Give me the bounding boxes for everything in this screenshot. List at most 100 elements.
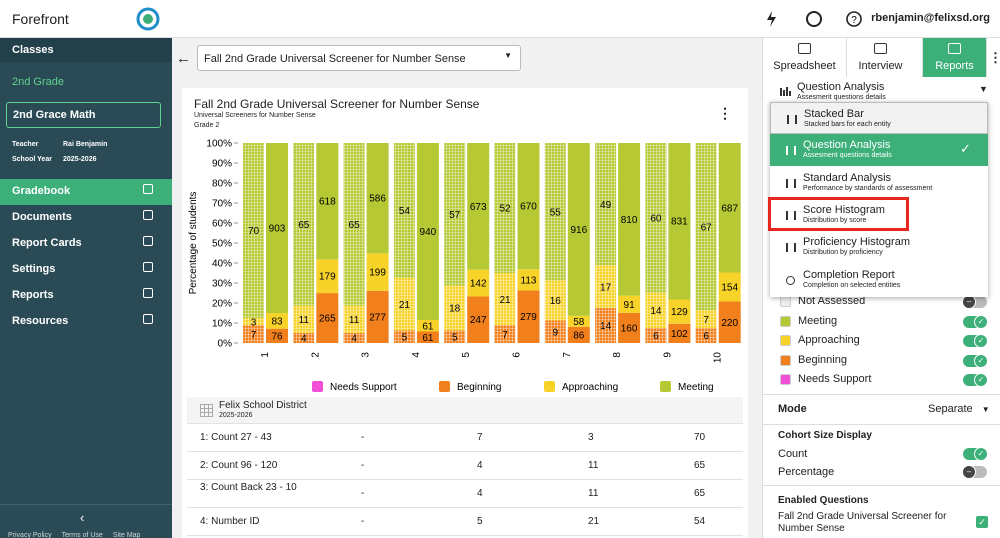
menu-item[interactable]: Settings bbox=[0, 257, 172, 283]
footer-link[interactable]: Privacy Policy bbox=[8, 532, 52, 538]
bar-segment bbox=[718, 272, 741, 302]
checkbox[interactable]: ✓ bbox=[976, 516, 988, 528]
bar-label: 154 bbox=[721, 283, 738, 294]
cell: 54 bbox=[694, 516, 706, 527]
level-swatch bbox=[780, 315, 791, 327]
toggle[interactable]: ✓ bbox=[963, 314, 988, 329]
toggle[interactable]: ✓ bbox=[963, 334, 988, 348]
bar-label: 4 bbox=[351, 334, 357, 345]
tab[interactable]: Interview bbox=[839, 38, 923, 77]
cell: - bbox=[361, 488, 365, 499]
bar-segment bbox=[266, 143, 288, 314]
bar-label: 65 bbox=[349, 220, 361, 231]
back-arrow[interactable]: ← bbox=[176, 50, 191, 67]
teacher: Rai Benjamin bbox=[63, 141, 108, 148]
bar-segment bbox=[266, 328, 288, 343]
footer-link[interactable]: Terms of Use bbox=[61, 532, 103, 538]
bar-segment bbox=[718, 143, 741, 273]
option-desc: Performance by standards of assessment bbox=[803, 184, 933, 192]
option-desc: Assesment questions details bbox=[803, 152, 892, 160]
bar-segment bbox=[416, 320, 439, 332]
level-swatch bbox=[780, 374, 791, 385]
report-option[interactable]: Proficiency Histogram Distribution by pro… bbox=[770, 231, 988, 263]
bar-label: 265 bbox=[319, 314, 336, 325]
year-label: School Year bbox=[12, 156, 52, 163]
divider bbox=[763, 424, 1000, 425]
bar-label: 16 bbox=[550, 296, 562, 307]
x-tick-label: 7 bbox=[562, 352, 573, 358]
bar-segment bbox=[366, 143, 389, 254]
chart-grade: Grade 2 bbox=[194, 122, 220, 129]
bar-segment bbox=[316, 143, 339, 260]
bar-segment bbox=[517, 269, 540, 291]
x-tick-label: 2 bbox=[310, 352, 321, 358]
menu-item[interactable]: Resources bbox=[0, 309, 172, 335]
footer-link[interactable]: Site Map bbox=[112, 532, 141, 538]
class-select[interactable]: 2nd Grace Math bbox=[6, 102, 161, 128]
report-option[interactable]: Score Histogram Distribution by score bbox=[768, 196, 988, 231]
grade[interactable]: 2nd Grade bbox=[12, 76, 64, 88]
bar-label: 17 bbox=[600, 282, 612, 293]
divider bbox=[0, 504, 172, 505]
toggle-knob: ✓ bbox=[974, 353, 988, 368]
toggle-knob: ✓ bbox=[974, 447, 988, 461]
level-swatch bbox=[780, 354, 791, 366]
bar-label: 220 bbox=[721, 318, 738, 329]
teacher-label: Teacher bbox=[12, 141, 39, 148]
footer: Privacy Policy Terms of Use Site Map bbox=[8, 532, 150, 538]
chart-title: Fall 2nd Grade Universal Screener for Nu… bbox=[194, 97, 480, 111]
collapse[interactable]: ‹ bbox=[80, 510, 85, 525]
bar-label: 916 bbox=[570, 225, 587, 236]
menu-item[interactable]: Report Cards bbox=[0, 231, 172, 257]
tab-label: Reports bbox=[935, 60, 974, 72]
bar-segment bbox=[293, 143, 315, 306]
option-name: Stacked Bar bbox=[804, 108, 864, 120]
menu-item[interactable]: Gradebook bbox=[0, 179, 172, 205]
toggle[interactable]: – bbox=[962, 295, 987, 309]
user-email[interactable]: rbenjamin@felixsd.org bbox=[871, 12, 990, 24]
mode-value[interactable]: Separate ▼ bbox=[928, 403, 990, 415]
report-option[interactable]: Stacked Bar Stacked bars for each entity bbox=[770, 102, 988, 134]
toolbar-icons[interactable]: ? bbox=[764, 10, 864, 28]
classes-header[interactable]: Classes bbox=[0, 38, 172, 62]
menu-item[interactable]: Documents bbox=[0, 205, 172, 231]
bar-label: 5 bbox=[452, 332, 458, 343]
cell: - bbox=[361, 460, 365, 471]
report-option[interactable]: Completion Report Completion on selected … bbox=[770, 264, 988, 296]
bar-segment bbox=[695, 310, 717, 328]
toggle[interactable]: ✓ bbox=[963, 353, 988, 368]
cell: 11 bbox=[588, 488, 599, 499]
toggle[interactable]: ✓ bbox=[963, 373, 988, 387]
bar-segment bbox=[243, 143, 264, 318]
tab[interactable]: Spreadsheet bbox=[763, 38, 847, 77]
bar-segment bbox=[343, 333, 365, 343]
report-option[interactable]: Standard Analysis Performance by standard… bbox=[770, 167, 988, 199]
bar-label: 277 bbox=[369, 312, 386, 323]
mode-label: Mode bbox=[778, 403, 807, 415]
card-menu[interactable]: ⋮ bbox=[718, 105, 732, 121]
bar-label: 670 bbox=[520, 202, 537, 213]
cell: 7 bbox=[477, 432, 483, 443]
toggle[interactable]: ✓ bbox=[963, 447, 988, 461]
panel-menu[interactable]: ⋮ bbox=[989, 50, 1000, 65]
bar-segment bbox=[544, 280, 566, 321]
menu-item[interactable]: Reports bbox=[0, 283, 172, 309]
app-name: Forefront bbox=[12, 11, 69, 27]
bar-label: 279 bbox=[520, 312, 537, 323]
bar-label: 179 bbox=[319, 272, 336, 283]
legend-swatch bbox=[544, 381, 555, 392]
report-select[interactable]: Question Analysis Assesment questions de… bbox=[763, 78, 1000, 104]
cell: 65 bbox=[694, 460, 706, 471]
bar-segment bbox=[444, 330, 466, 343]
assessment-select[interactable]: Fall 2nd Grade Universal Screener for Nu… bbox=[197, 45, 521, 71]
bar-label: 7 bbox=[703, 315, 709, 326]
cell: 4 bbox=[477, 488, 483, 499]
bar-segment bbox=[618, 143, 641, 296]
tab[interactable]: Reports bbox=[923, 38, 987, 77]
report-option[interactable]: Question Analysis Assesment questions det… bbox=[770, 134, 988, 167]
toggle[interactable]: – bbox=[962, 465, 987, 479]
logo bbox=[136, 7, 160, 31]
bar-label: 9 bbox=[553, 327, 559, 338]
bar-segment bbox=[668, 299, 691, 324]
